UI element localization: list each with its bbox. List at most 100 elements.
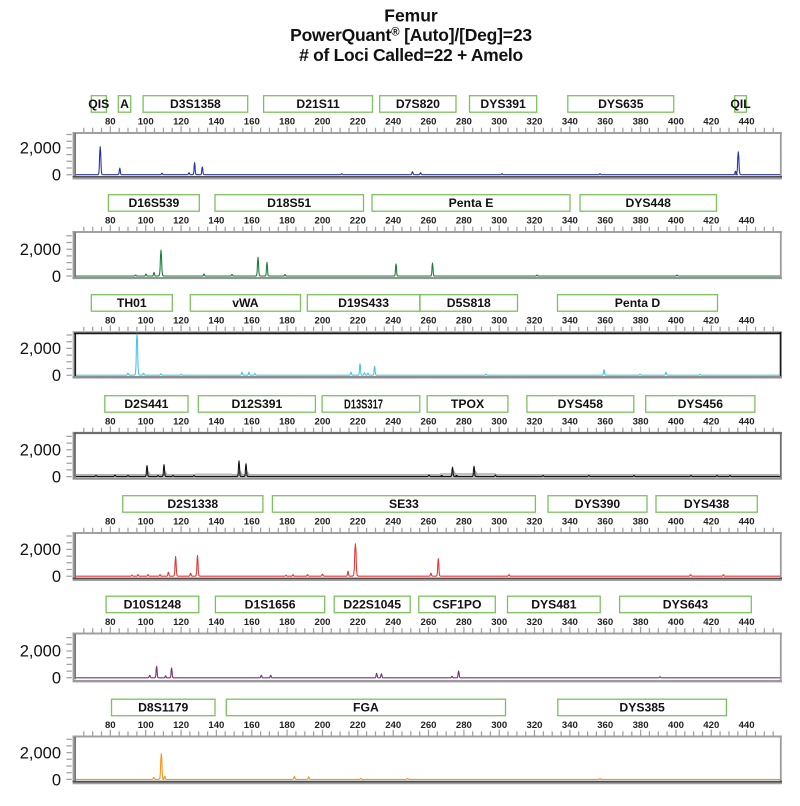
svg-text:220: 220: [350, 416, 366, 427]
svg-text:220: 220: [350, 116, 366, 127]
svg-text:420: 420: [703, 215, 719, 226]
svg-text:120: 120: [173, 617, 189, 628]
svg-text:CSF1PO: CSF1PO: [433, 598, 482, 612]
svg-text:100: 100: [138, 315, 154, 326]
svg-text:380: 380: [633, 516, 649, 527]
svg-text:400: 400: [668, 516, 684, 527]
svg-text:2,000: 2,000: [20, 744, 61, 762]
svg-text:80: 80: [105, 516, 116, 527]
svg-text:320: 320: [526, 416, 542, 427]
svg-text:380: 380: [633, 617, 649, 628]
svg-text:2,000: 2,000: [20, 643, 61, 661]
svg-text:PowerQuant® [Auto]/[Deg]=23: PowerQuant® [Auto]/[Deg]=23: [290, 25, 532, 45]
svg-text:0: 0: [52, 469, 61, 487]
svg-text:D7S820: D7S820: [396, 97, 440, 111]
svg-text:320: 320: [526, 116, 542, 127]
svg-text:2,000: 2,000: [20, 340, 61, 358]
svg-text:380: 380: [633, 315, 649, 326]
svg-text:340: 340: [562, 416, 578, 427]
svg-text:420: 420: [703, 116, 719, 127]
svg-text:2,000: 2,000: [20, 241, 61, 259]
svg-text:260: 260: [420, 315, 436, 326]
svg-text:380: 380: [633, 416, 649, 427]
svg-text:160: 160: [244, 617, 260, 628]
svg-text:400: 400: [668, 315, 684, 326]
svg-text:D19S433: D19S433: [338, 296, 389, 310]
svg-text:120: 120: [173, 720, 189, 731]
svg-text:380: 380: [633, 720, 649, 731]
svg-text:180: 180: [279, 116, 295, 127]
svg-text:240: 240: [385, 516, 401, 527]
svg-text:280: 280: [456, 617, 472, 628]
svg-text:0: 0: [52, 568, 61, 586]
svg-text:D5S818: D5S818: [447, 296, 491, 310]
svg-text:300: 300: [491, 416, 507, 427]
svg-text:D18S51: D18S51: [267, 196, 311, 210]
svg-text:300: 300: [491, 215, 507, 226]
svg-text:D10S1248: D10S1248: [124, 598, 182, 612]
svg-text:180: 180: [279, 516, 295, 527]
svg-text:440: 440: [739, 215, 755, 226]
svg-text:160: 160: [244, 315, 260, 326]
svg-text:vWA: vWA: [232, 296, 259, 310]
svg-text:160: 160: [244, 416, 260, 427]
svg-text:A: A: [120, 97, 129, 111]
svg-text:200: 200: [314, 516, 330, 527]
svg-text:440: 440: [739, 617, 755, 628]
svg-text:440: 440: [739, 315, 755, 326]
svg-text:220: 220: [350, 720, 366, 731]
svg-text:300: 300: [491, 516, 507, 527]
svg-text:400: 400: [668, 116, 684, 127]
svg-text:200: 200: [314, 315, 330, 326]
svg-text:D22S1045: D22S1045: [343, 598, 401, 612]
svg-text:0: 0: [52, 670, 61, 688]
svg-text:140: 140: [208, 416, 224, 427]
svg-text:400: 400: [668, 617, 684, 628]
svg-text:D21S11: D21S11: [296, 97, 340, 111]
svg-text:240: 240: [385, 416, 401, 427]
svg-text:280: 280: [456, 215, 472, 226]
svg-text:220: 220: [350, 516, 366, 527]
svg-text:# of Loci Called=22 + Amelo: # of Loci Called=22 + Amelo: [299, 45, 523, 65]
svg-text:320: 320: [526, 720, 542, 731]
svg-text:QIL: QIL: [730, 97, 751, 111]
svg-text:DYS643: DYS643: [663, 598, 709, 612]
svg-text:80: 80: [105, 315, 116, 326]
svg-text:400: 400: [668, 720, 684, 731]
svg-text:Femur: Femur: [384, 6, 438, 26]
svg-text:DYS448: DYS448: [625, 196, 671, 210]
svg-text:0: 0: [52, 367, 61, 385]
svg-text:80: 80: [105, 116, 116, 127]
svg-text:200: 200: [314, 215, 330, 226]
svg-text:380: 380: [633, 215, 649, 226]
svg-text:360: 360: [597, 516, 613, 527]
svg-text:160: 160: [244, 215, 260, 226]
svg-text:100: 100: [138, 416, 154, 427]
svg-text:120: 120: [173, 516, 189, 527]
svg-text:160: 160: [244, 516, 260, 527]
svg-text:340: 340: [562, 720, 578, 731]
svg-text:240: 240: [385, 315, 401, 326]
svg-text:360: 360: [597, 617, 613, 628]
svg-text:300: 300: [491, 617, 507, 628]
svg-text:120: 120: [173, 416, 189, 427]
svg-text:400: 400: [668, 215, 684, 226]
svg-text:140: 140: [208, 720, 224, 731]
svg-text:220: 220: [350, 617, 366, 628]
svg-text:DYS390: DYS390: [575, 497, 621, 511]
svg-text:200: 200: [314, 617, 330, 628]
svg-text:TH01: TH01: [117, 296, 147, 310]
svg-text:380: 380: [633, 116, 649, 127]
svg-text:TPOX: TPOX: [451, 397, 485, 411]
svg-text:260: 260: [420, 215, 436, 226]
svg-text:280: 280: [456, 720, 472, 731]
svg-text:160: 160: [244, 116, 260, 127]
svg-text:120: 120: [173, 215, 189, 226]
svg-text:320: 320: [526, 215, 542, 226]
svg-text:420: 420: [703, 416, 719, 427]
svg-text:140: 140: [208, 617, 224, 628]
svg-text:QIS: QIS: [88, 97, 109, 111]
svg-text:360: 360: [597, 720, 613, 731]
svg-text:300: 300: [491, 116, 507, 127]
svg-text:260: 260: [420, 416, 436, 427]
